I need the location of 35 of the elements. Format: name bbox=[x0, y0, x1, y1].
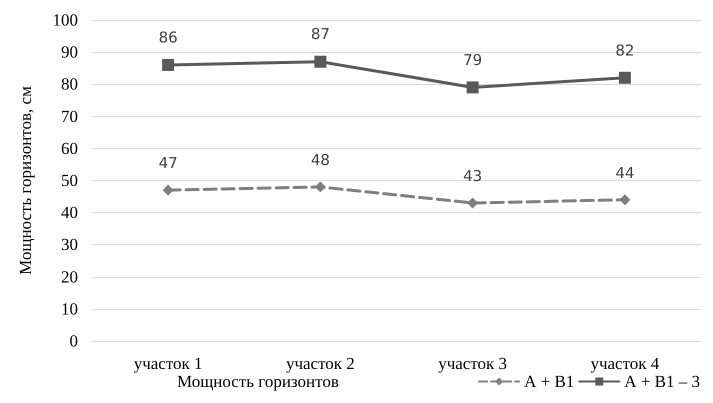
x-tick-label: участок 2 bbox=[286, 354, 355, 373]
y-tick-label: 50 bbox=[61, 171, 78, 190]
point bbox=[619, 194, 630, 206]
x-tick-label: участок 1 bbox=[134, 354, 203, 373]
legend-label: А + В1 – 3 bbox=[624, 372, 700, 391]
point bbox=[162, 184, 174, 196]
y-tick-label: 0 bbox=[70, 332, 78, 350]
data-label: 82 bbox=[615, 41, 634, 60]
y-tick-label: 10 bbox=[61, 299, 78, 318]
y-axis-title: Мощность горизонтов, см bbox=[16, 86, 35, 275]
y-tick-label: 30 bbox=[61, 235, 78, 254]
point bbox=[618, 72, 631, 84]
y-tick-label: 100 bbox=[52, 10, 78, 30]
legend-title: Мощность горизонтов bbox=[177, 372, 339, 391]
point bbox=[466, 81, 479, 94]
data-label: 86 bbox=[158, 28, 178, 46]
point bbox=[314, 181, 326, 192]
data-label: 48 bbox=[310, 150, 330, 169]
data-label: 47 bbox=[158, 154, 178, 172]
x-tick-label: участок 3 bbox=[438, 354, 508, 373]
y-tick-label: 70 bbox=[61, 106, 78, 126]
y-tick-label: 20 bbox=[61, 267, 78, 286]
point bbox=[467, 197, 478, 208]
y-tick-label: 90 bbox=[61, 42, 78, 62]
point bbox=[162, 58, 174, 71]
point bbox=[314, 56, 326, 68]
data-label: 44 bbox=[615, 164, 634, 182]
data-label: 79 bbox=[463, 50, 482, 69]
legend-label: А + В1 bbox=[524, 372, 574, 391]
y-tick-label: 40 bbox=[61, 203, 78, 222]
data-label: 43 bbox=[463, 166, 482, 185]
x-tick-label: участок 4 bbox=[590, 354, 660, 373]
y-tick-label: 80 bbox=[61, 74, 78, 94]
data-label: 87 bbox=[310, 25, 330, 44]
y-tick-label: 60 bbox=[61, 138, 78, 158]
